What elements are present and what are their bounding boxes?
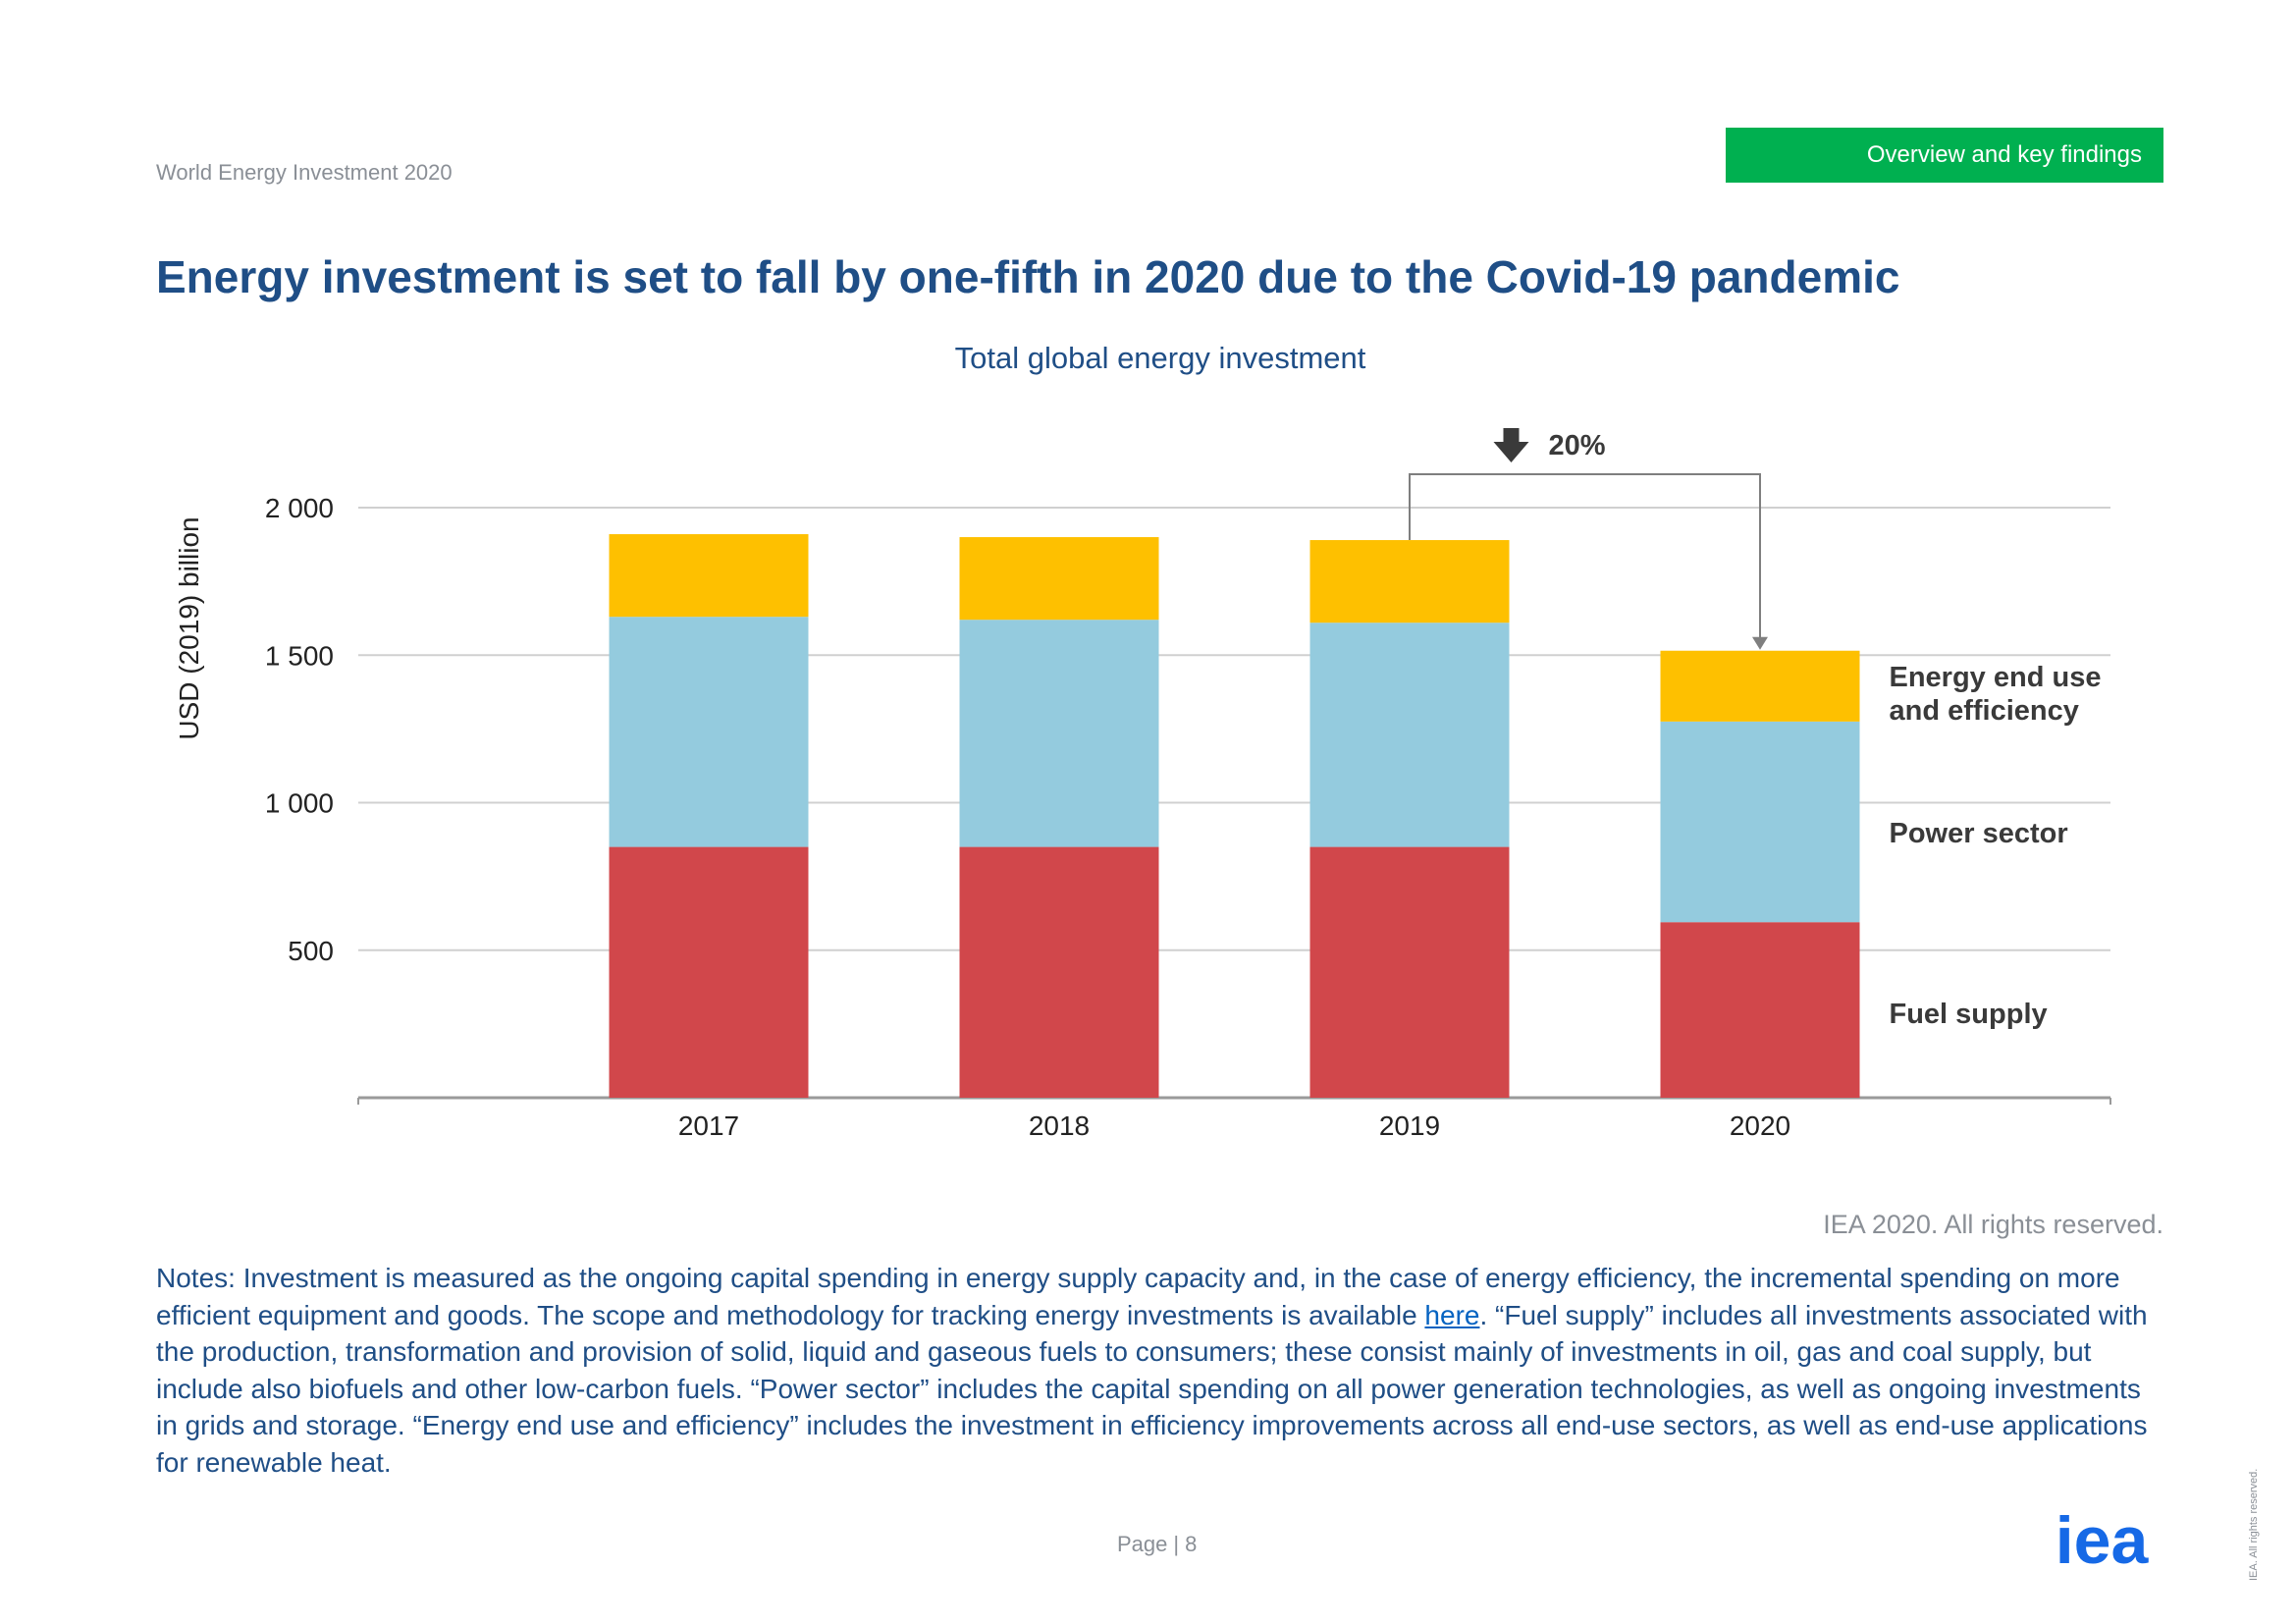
y-tick-label: 1 000 [265, 788, 334, 819]
chart-title: Total global energy investment [955, 341, 1366, 375]
series-labels: Fuel supply Power sector Energy end use and… [1890, 662, 2102, 1030]
bar-segment [1660, 650, 1860, 722]
y-tick-label: 500 [288, 936, 334, 966]
series-label: Power sector [1890, 818, 2068, 849]
series-label-line: and efficiency [1890, 695, 2079, 727]
bar-segment [959, 537, 1159, 621]
bar-segment [1309, 540, 1510, 623]
bar-segment [609, 534, 809, 618]
notes-text-start: Notes: Investment is measured as the ong… [156, 1263, 2120, 1330]
tick-labels: 500 1 000 1 500 2 000 2017 2018 2019 2020 [265, 493, 1790, 1141]
bar-segment [959, 620, 1159, 847]
document-title: World Energy Investment 2020 [156, 160, 453, 185]
change-annotation: 20% [1409, 428, 1768, 650]
x-tick-label: 2020 [1730, 1110, 1790, 1141]
iea-logo-text: iea [2056, 1512, 2150, 1571]
x-tick-label: 2019 [1379, 1110, 1440, 1141]
notes-text-end: . “Fuel supply” includes all investments… [156, 1299, 2148, 1478]
series-label: Energy end use and efficiency [1890, 662, 2102, 727]
y-axis-label: USD (2019) billion [174, 516, 204, 739]
bar-segment [609, 617, 809, 847]
copyright: IEA 2020. All rights reserved. [1823, 1210, 2163, 1239]
bar-segment [1660, 721, 1860, 923]
bar-segment [1660, 922, 1860, 1098]
series-label-line: Energy end use [1890, 662, 2102, 693]
notes-paragraph: Notes: Investment is measured as the ong… [156, 1260, 2149, 1481]
bracket-arrowhead [1752, 636, 1768, 650]
stacked-bar-chart: Total global energy investment USD (2019… [174, 341, 2111, 1141]
bar-segment [1309, 623, 1510, 847]
bar-segment [959, 846, 1159, 1098]
series-label-line: Fuel supply [1890, 999, 2048, 1030]
page-headline: Energy investment is set to fall by one-… [156, 251, 1900, 302]
rights-side-note: IEA. All rights reserved. [2248, 1468, 2260, 1581]
bar-segment [1309, 846, 1510, 1098]
y-tick-label: 2 000 [265, 493, 334, 523]
bar-segment [609, 846, 809, 1098]
x-tick-label: 2017 [678, 1110, 739, 1141]
page-number-value: 8 [1185, 1532, 1198, 1556]
iea-logo: iea [2056, 1512, 2150, 1571]
page-label: Page [1117, 1532, 1168, 1556]
bars [609, 534, 1860, 1098]
y-tick-label: 1 500 [265, 640, 334, 671]
page-separator: | [1173, 1532, 1180, 1556]
methodology-link[interactable]: here [1424, 1299, 1480, 1330]
page-number: Page | 8 [1117, 1532, 1197, 1557]
change-bracket [1409, 473, 1761, 639]
change-percent-label: 20% [1549, 430, 1606, 461]
series-label: Fuel supply [1890, 999, 2048, 1030]
series-label-line: Power sector [1890, 818, 2068, 849]
arrow-down-icon [1493, 428, 1529, 462]
section-tag: Overview and key findings [1726, 128, 2163, 183]
x-tick-label: 2018 [1029, 1110, 1090, 1141]
